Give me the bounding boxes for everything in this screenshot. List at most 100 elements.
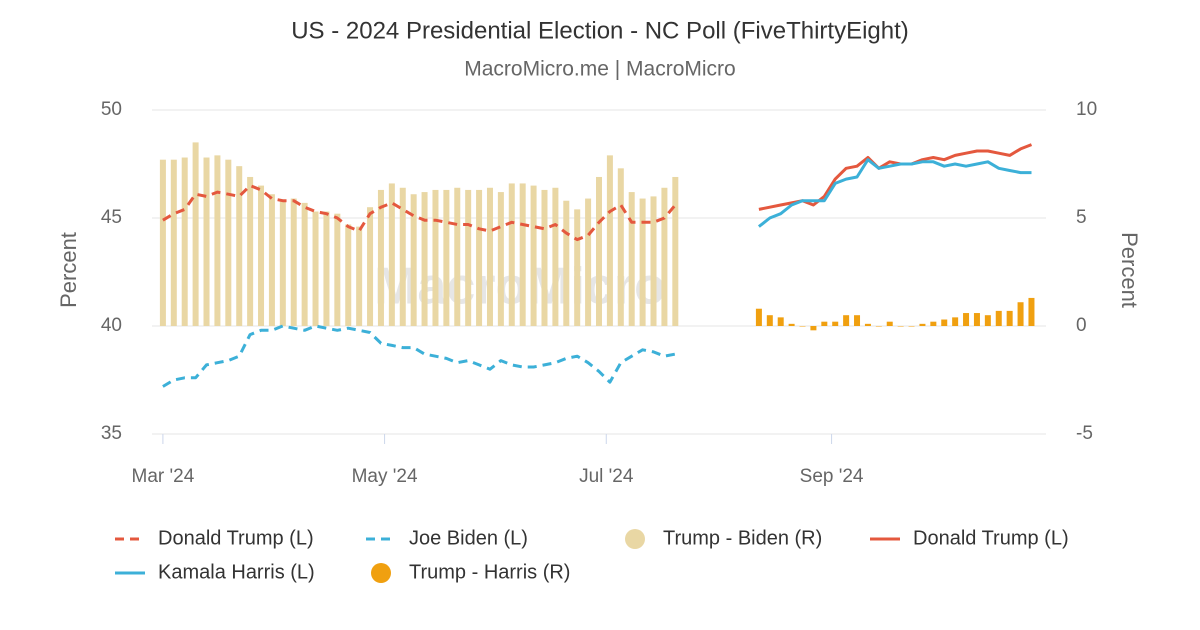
- bar: [247, 176, 254, 326]
- y-tick-label: 35: [101, 423, 122, 444]
- bar: [875, 326, 882, 327]
- bar: [843, 315, 850, 326]
- bar: [181, 157, 188, 326]
- bar: [367, 207, 374, 326]
- bar: [345, 224, 352, 326]
- bar: [563, 200, 570, 326]
- bar: [984, 315, 991, 326]
- bar: [617, 168, 624, 326]
- bar: [886, 321, 893, 326]
- bar: [585, 198, 592, 326]
- bar: [170, 159, 177, 326]
- bar: [421, 192, 428, 326]
- bar: [766, 315, 773, 326]
- bar: [777, 317, 784, 326]
- x-tick-label: Mar '24: [132, 466, 195, 487]
- bar: [356, 226, 363, 326]
- bar: [258, 185, 265, 326]
- legend-marker: [371, 563, 391, 583]
- bar: [410, 194, 417, 326]
- bar: [432, 189, 439, 326]
- bar: [279, 200, 286, 326]
- bar: [497, 192, 504, 326]
- y-tick-label: 50: [101, 99, 122, 120]
- legend-label: Donald Trump (L): [913, 527, 1069, 549]
- bar: [530, 185, 537, 326]
- legend-label: Kamala Harris (L): [158, 561, 315, 583]
- bar: [465, 189, 472, 326]
- bar: [192, 142, 199, 326]
- y2-tick-label: -5: [1076, 423, 1093, 444]
- bar: [301, 202, 308, 326]
- legend-label: Trump - Harris (R): [409, 561, 570, 583]
- bar: [159, 159, 166, 326]
- bar: [672, 176, 679, 326]
- bar: [312, 211, 319, 326]
- bar: [214, 155, 221, 326]
- line: [758, 143, 1033, 211]
- bar: [268, 194, 275, 326]
- bar: [628, 192, 635, 326]
- line: [757, 158, 1032, 228]
- bar: [443, 189, 450, 326]
- bar: [973, 313, 980, 326]
- bar: [908, 326, 915, 327]
- bar: [995, 310, 1002, 326]
- bar: [377, 189, 384, 326]
- bar: [821, 321, 828, 326]
- bar: [486, 187, 493, 326]
- bar: [854, 315, 861, 326]
- bar: [388, 183, 395, 326]
- bar: [334, 213, 341, 326]
- bar: [323, 211, 330, 326]
- bar: [952, 317, 959, 326]
- bar: [454, 187, 461, 326]
- legend-marker: [625, 529, 645, 549]
- y2-axis-label: Percent: [1117, 232, 1142, 308]
- y2-tick-label: 5: [1076, 207, 1087, 228]
- legend-label: Joe Biden (L): [409, 527, 528, 549]
- bar: [864, 323, 871, 326]
- x-tick-label: Sep '24: [800, 466, 864, 487]
- bar: [606, 155, 613, 326]
- y-tick-label: 45: [101, 207, 122, 228]
- chart-subtitle: MacroMicro.me | MacroMicro: [464, 58, 735, 81]
- bar: [1028, 297, 1035, 326]
- bar: [661, 187, 668, 326]
- chart-title: US - 2024 Presidential Election - NC Pol…: [291, 17, 909, 44]
- bar: [519, 183, 526, 326]
- line: [162, 324, 676, 388]
- bar: [639, 198, 646, 326]
- bar: [788, 323, 795, 326]
- bar: [755, 308, 762, 326]
- bar: [399, 187, 406, 326]
- y-tick-label: 40: [101, 315, 122, 336]
- bar: [203, 157, 210, 326]
- bar: [290, 198, 297, 326]
- y2-tick-label: 0: [1076, 315, 1087, 336]
- bar: [596, 176, 602, 326]
- bar: [650, 196, 657, 326]
- bar: [963, 313, 970, 326]
- bar: [236, 166, 243, 326]
- x-tick-label: Jul '24: [579, 466, 634, 487]
- bar: [897, 326, 904, 327]
- bar: [508, 183, 515, 326]
- x-tick-label: May '24: [352, 466, 418, 487]
- bar: [574, 209, 581, 326]
- bar: [476, 189, 483, 326]
- bar: [832, 321, 839, 326]
- bar: [552, 187, 559, 326]
- y2-tick-label: 10: [1076, 99, 1097, 120]
- bar: [1017, 302, 1024, 326]
- line: [162, 184, 677, 242]
- bar: [941, 319, 948, 326]
- bar: [1006, 310, 1013, 326]
- y-axis-label: Percent: [56, 232, 81, 308]
- legend-label: Donald Trump (L): [158, 527, 314, 549]
- bar: [799, 326, 806, 327]
- bar: [810, 326, 817, 331]
- bar: [541, 189, 548, 326]
- bar: [225, 159, 232, 326]
